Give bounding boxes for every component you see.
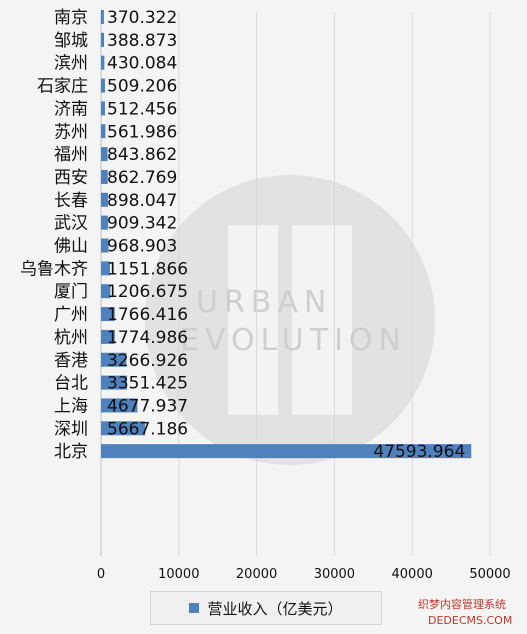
value-label: 862.769 [107, 168, 177, 188]
category-label: 乌鲁木齐 [20, 259, 88, 279]
category-label: 西安 [54, 168, 88, 188]
bar [101, 421, 146, 436]
x-tick-label: 40000 [392, 567, 433, 582]
bar [101, 78, 105, 93]
bar [101, 352, 127, 367]
bar [101, 192, 108, 207]
bar [101, 55, 105, 70]
x-tick-label: 10000 [158, 567, 199, 582]
category-label: 香港 [54, 351, 88, 371]
bars [101, 10, 472, 459]
x-tick-label: 20000 [236, 567, 277, 582]
category-labels: 南京邹城滨州石家庄济南苏州福州西安长春武汉佛山乌鲁木齐厦门广州杭州香港台北上海深… [20, 8, 88, 462]
value-label: 561.986 [107, 122, 177, 142]
category-label: 武汉 [54, 214, 88, 234]
category-label: 深圳 [54, 419, 88, 439]
value-label: 430.084 [107, 54, 177, 74]
watermark-circle [145, 175, 435, 465]
category-label: 石家庄 [37, 77, 88, 97]
watermark-logo-e [292, 225, 352, 415]
x-tick-label: 0 [97, 567, 105, 582]
x-tick-label: 50000 [469, 567, 510, 582]
category-label: 上海 [54, 396, 88, 416]
value-label: 370.322 [107, 8, 177, 28]
bar [101, 124, 106, 139]
category-label: 南京 [54, 8, 88, 28]
bar [101, 101, 105, 116]
bar [101, 238, 109, 253]
value-label: 898.047 [107, 191, 177, 211]
category-label: 济南 [54, 99, 88, 119]
watermark-text-line2: EVOLUTION [180, 323, 407, 358]
category-label: 邹城 [54, 31, 88, 51]
category-label: 苏州 [54, 122, 88, 142]
site-watermark-line1: 织梦内容管理系统 [418, 597, 506, 611]
x-tick-label: 30000 [314, 567, 355, 582]
value-label: 5667.186 [107, 419, 188, 439]
category-label: 台北 [54, 374, 88, 394]
value-label: 509.206 [107, 77, 177, 97]
site-watermark-line2: DEDECMS.COM [428, 614, 512, 627]
value-label: 388.873 [107, 31, 177, 51]
watermark-text-line1: URBAN [196, 285, 332, 320]
category-label: 滨州 [54, 54, 88, 74]
legend: 营业收入（亿美元） [150, 591, 382, 625]
legend-swatch [189, 603, 200, 613]
bar [101, 10, 104, 24]
value-label: 3351.425 [107, 374, 188, 394]
bar [101, 261, 110, 276]
value-label: 909.342 [107, 214, 177, 234]
urban-evolution-watermark: URBAN EVOLUTION [145, 175, 435, 465]
value-label: 1766.416 [107, 305, 188, 325]
value-label: 3266.926 [107, 351, 188, 371]
value-label: 47593.964 [373, 442, 465, 462]
value-label: 4677.937 [107, 396, 188, 416]
bar [101, 284, 111, 299]
value-label: 512.456 [107, 99, 177, 119]
category-label: 福州 [54, 145, 88, 165]
category-label: 北京 [54, 442, 88, 462]
value-label: 1206.675 [107, 282, 188, 302]
value-label: 843.862 [107, 145, 177, 165]
category-label: 长春 [54, 191, 88, 211]
bar [101, 307, 115, 322]
bar [101, 329, 115, 344]
bar [101, 215, 109, 230]
category-label: 厦门 [54, 282, 88, 302]
category-label: 佛山 [54, 237, 88, 257]
watermark-logo-u [228, 225, 278, 415]
bar [101, 398, 138, 413]
bar [101, 169, 108, 184]
bar [101, 32, 105, 47]
category-label: 广州 [54, 305, 88, 325]
value-label: 1774.986 [107, 328, 188, 348]
site-watermark: 织梦内容管理系统 DEDECMS.COM [418, 597, 512, 627]
bar [101, 444, 472, 459]
value-label: 1151.866 [107, 259, 188, 279]
x-axis-ticks: 0 10000 20000 30000 40000 50000 [97, 567, 511, 582]
category-label: 杭州 [54, 328, 88, 348]
legend-label: 营业收入（亿美元） [207, 599, 343, 618]
bar [101, 375, 128, 390]
bar [101, 147, 108, 162]
value-label: 968.903 [107, 237, 177, 257]
